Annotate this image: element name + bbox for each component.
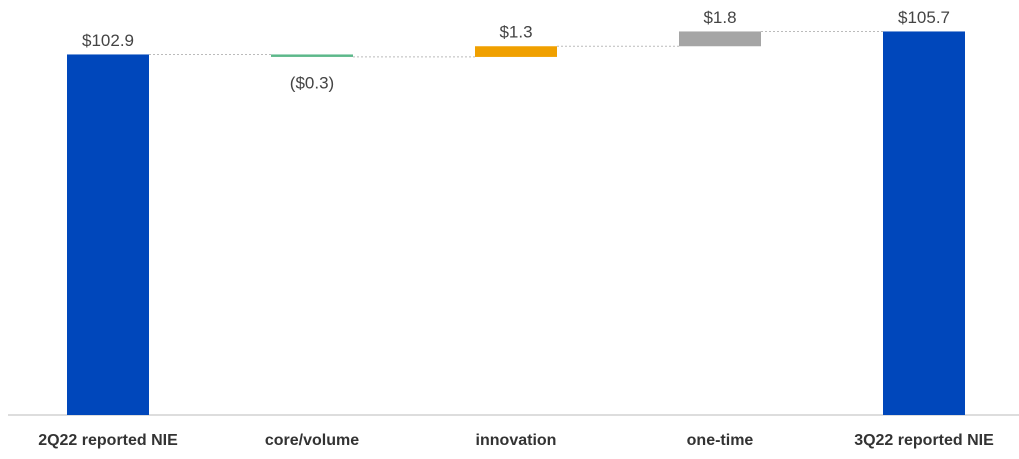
bar [271,54,353,57]
value-label: $1.3 [499,23,532,42]
value-label: $1.8 [703,8,736,27]
value-label: ($0.3) [290,73,334,92]
x-tick-label: 2Q22 reported NIE [38,432,178,449]
bar [67,54,149,416]
x-tick-label: core/volume [265,432,359,449]
bar [679,31,761,47]
value-label: $105.7 [898,8,950,27]
bar [883,31,965,415]
value-label: $102.9 [82,31,134,50]
x-tick-label: 3Q22 reported NIE [854,432,994,449]
x-tick-label: one-time [687,432,754,449]
bar [475,46,557,57]
x-tick-label: innovation [476,432,557,449]
